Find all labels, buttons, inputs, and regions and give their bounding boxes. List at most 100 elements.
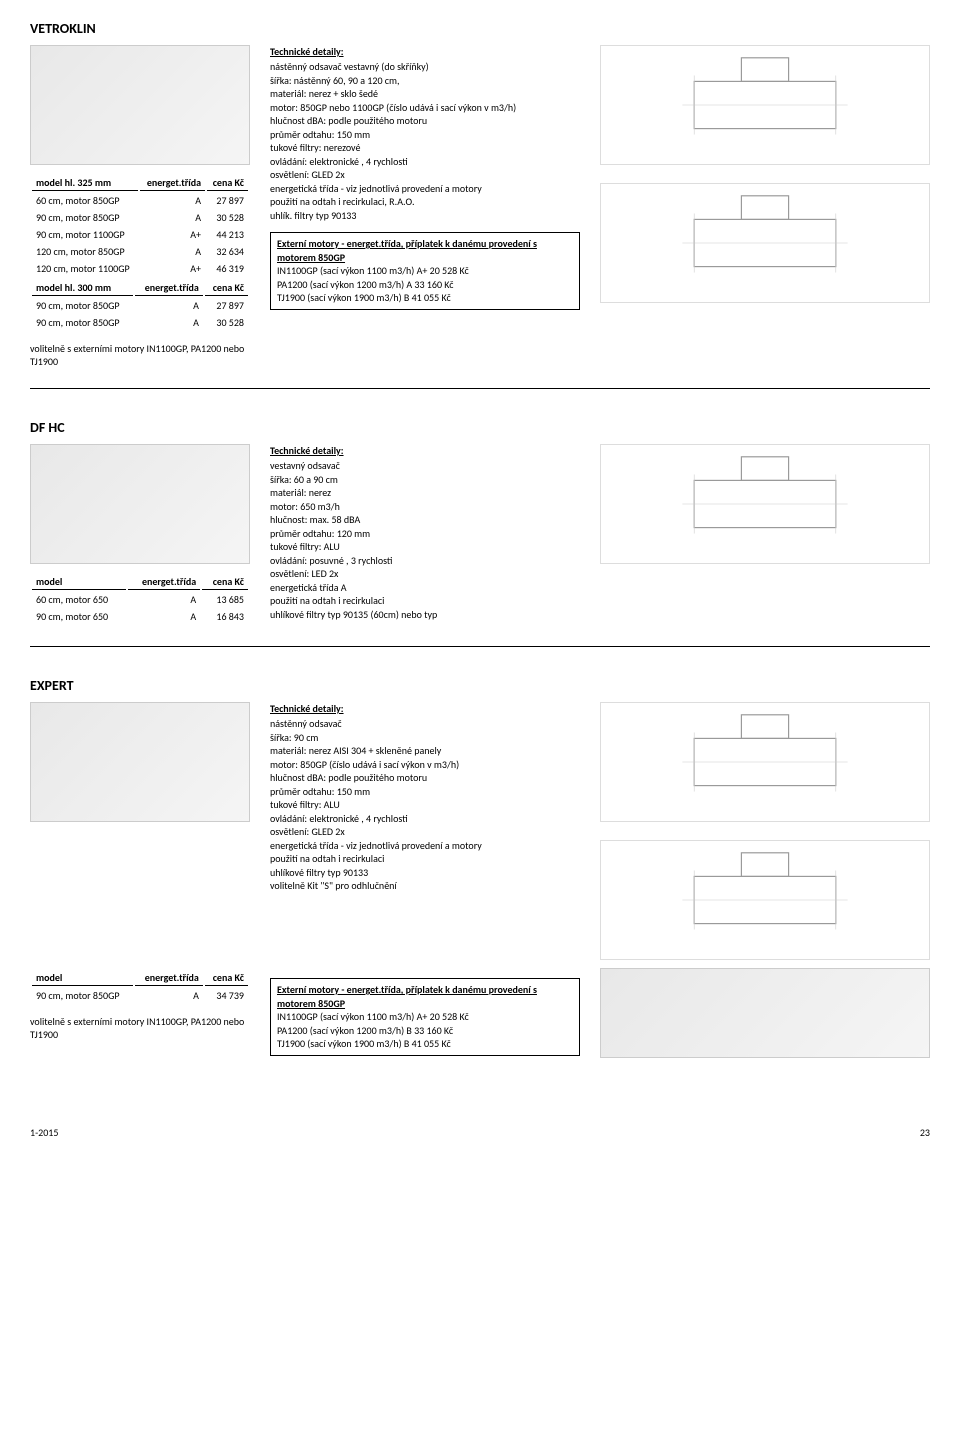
price-header: model hl. 325 mm (32, 175, 138, 191)
detail-line: použití na odtah i recirkulaci (270, 594, 580, 608)
price-cell: 30 528 (207, 210, 248, 225)
detail-line: ovládání: elektronické , 4 rychlosti (270, 812, 580, 826)
detail-line: průměr odtahu: 150 mm (270, 785, 580, 799)
price-header: cena Kč (202, 574, 248, 590)
ext-row: TJ1900 (sací výkon 1900 m3/h) B 41 055 K… (277, 291, 573, 305)
detail-line: energetická třída A (270, 581, 580, 595)
product-section: EXPERTTechnické detaily:nástěnný odsavač… (30, 677, 930, 1086)
price-cell: 90 cm, motor 850GP (32, 210, 138, 225)
price-header: model (32, 574, 126, 590)
product-title: VETROKLIN (30, 20, 930, 37)
price-cell: A (128, 592, 201, 607)
technical-diagram (600, 444, 930, 564)
price-cell: A (135, 315, 203, 330)
price-cell: 44 213 (207, 227, 248, 242)
detail-line: uhlíkové filtry typ 90133 (270, 866, 580, 880)
product-title: EXPERT (30, 677, 930, 694)
detail-line: hlučnost: max. 58 dBA (270, 513, 580, 527)
detail-line: energetická třída - viz jednotlivá prove… (270, 839, 580, 853)
price-cell: 60 cm, motor 850GP (32, 193, 138, 208)
price-header: energet.třída (128, 574, 201, 590)
price-cell: 30 528 (205, 315, 248, 330)
price-cell: 90 cm, motor 850GP (32, 988, 133, 1003)
detail-line: šířka: 90 cm (270, 731, 580, 745)
detail-line: osvětlení: GLED 2x (270, 825, 580, 839)
technical-diagram (600, 702, 930, 822)
detail-line: použití na odtah i recirkulaci (270, 852, 580, 866)
price-cell: A+ (140, 261, 205, 276)
detail-line: uhlíkové filtry typ 90135 (60cm) nebo ty… (270, 608, 580, 622)
technical-diagram (600, 840, 930, 960)
details-block: nástěnný odsavačšířka: 90 cmmateriál: ne… (270, 717, 580, 893)
option-note: volitelně s externími motory IN1100GP, P… (30, 1015, 250, 1041)
price-header: cena Kč (205, 280, 248, 296)
price-cell: 60 cm, motor 650 (32, 592, 126, 607)
detail-line: průměr odtahu: 150 mm (270, 128, 580, 142)
details-header: Technické detaily: (270, 444, 580, 457)
price-cell: A (135, 988, 203, 1003)
detail-line: použití na odtah i recirkulaci, R.A.O. (270, 195, 580, 209)
technical-diagram (600, 45, 930, 165)
price-cell: 27 897 (207, 193, 248, 208)
detail-line: osvětlení: LED 2x (270, 567, 580, 581)
detail-line: šířka: nástěnný 60, 90 a 120 cm, (270, 74, 580, 88)
external-motors-box: Externí motory - energet.třída, příplate… (270, 978, 580, 1056)
price-cell: A (140, 244, 205, 259)
detail-line: tukové filtry: ALU (270, 540, 580, 554)
price-table: modelenerget.třídacena Kč90 cm, motor 85… (30, 968, 250, 1005)
footer-left: 1-2015 (30, 1126, 58, 1139)
detail-line: uhlík. filtry typ 90133 (270, 209, 580, 223)
product-image (30, 444, 250, 564)
product-title: DF HC (30, 419, 930, 436)
price-cell: 27 897 (205, 298, 248, 313)
detail-line: motor: 850GP (číslo udává i sací výkon v… (270, 758, 580, 772)
details-block: vestavný odsavačšířka: 60 a 90 cmmateriá… (270, 459, 580, 621)
ext-header: Externí motory - energet.třída, příplate… (277, 983, 573, 1010)
ext-row: PA1200 (sací výkon 1200 m3/h) B 33 160 K… (277, 1024, 573, 1038)
product-image (600, 968, 930, 1058)
price-table: model hl. 300 mmenerget.třídacena Kč 90 c… (30, 278, 250, 332)
option-note: volitelně s externími motory IN1100GP, P… (30, 342, 250, 368)
price-header: energet.třída (140, 175, 205, 191)
ext-row: TJ1900 (sací výkon 1900 m3/h) B 41 055 K… (277, 1037, 573, 1051)
price-cell: 90 cm, motor 850GP (32, 298, 133, 313)
detail-line: materiál: nerez + sklo šedé (270, 87, 580, 101)
price-header: model hl. 300 mm (32, 280, 133, 296)
product-image (30, 45, 250, 165)
ext-row: PA1200 (sací výkon 1200 m3/h) A 33 160 K… (277, 278, 573, 292)
detail-line: motor: 650 m3/h (270, 500, 580, 514)
detail-line: ovládání: elektronické , 4 rychlosti (270, 155, 580, 169)
price-cell: 34 739 (205, 988, 248, 1003)
detail-line: vestavný odsavač (270, 459, 580, 473)
price-header: cena Kč (207, 175, 248, 191)
detail-line: tukové filtry: nerezové (270, 141, 580, 155)
ext-row: IN1100GP (sací výkon 1100 m3/h) A+ 20 52… (277, 1010, 573, 1024)
detail-line: nástěnný odsavač (270, 717, 580, 731)
footer-right: 23 (920, 1126, 930, 1139)
price-cell: 90 cm, motor 650 (32, 609, 126, 624)
price-cell: 90 cm, motor 1100GP (32, 227, 138, 242)
price-cell: 120 cm, motor 850GP (32, 244, 138, 259)
price-header: model (32, 970, 133, 986)
price-table: modelenerget.třídacena Kč 60 cm, motor 65… (30, 572, 250, 626)
detail-line: hlučnost dBA: podle použitého motoru (270, 771, 580, 785)
ext-header: Externí motory - energet.třída, příplate… (277, 237, 573, 264)
price-header: energet.třída (135, 280, 203, 296)
price-cell: 32 634 (207, 244, 248, 259)
detail-line: energetická třída - viz jednotlivá prove… (270, 182, 580, 196)
detail-line: materiál: nerez AISI 304 + skleněné pane… (270, 744, 580, 758)
price-header: cena Kč (205, 970, 248, 986)
detail-line: šířka: 60 a 90 cm (270, 473, 580, 487)
price-cell: 16 843 (202, 609, 248, 624)
detail-line: nástěnný odsavač vestavný (do skříňky) (270, 60, 580, 74)
technical-diagram (600, 183, 930, 303)
ext-row: IN1100GP (sací výkon 1100 m3/h) A+ 20 52… (277, 264, 573, 278)
price-cell: A (140, 193, 205, 208)
detail-line: osvětlení: GLED 2x (270, 168, 580, 182)
detail-line: volitelně Kit "S" pro odhlučnění (270, 879, 580, 893)
detail-line: ovládání: posuvné , 3 rychlosti (270, 554, 580, 568)
price-cell: 90 cm, motor 850GP (32, 315, 133, 330)
detail-line: tukové filtry: ALU (270, 798, 580, 812)
detail-line: hlučnost dBA: podle použitého motoru (270, 114, 580, 128)
detail-line: průměr odtahu: 120 mm (270, 527, 580, 541)
